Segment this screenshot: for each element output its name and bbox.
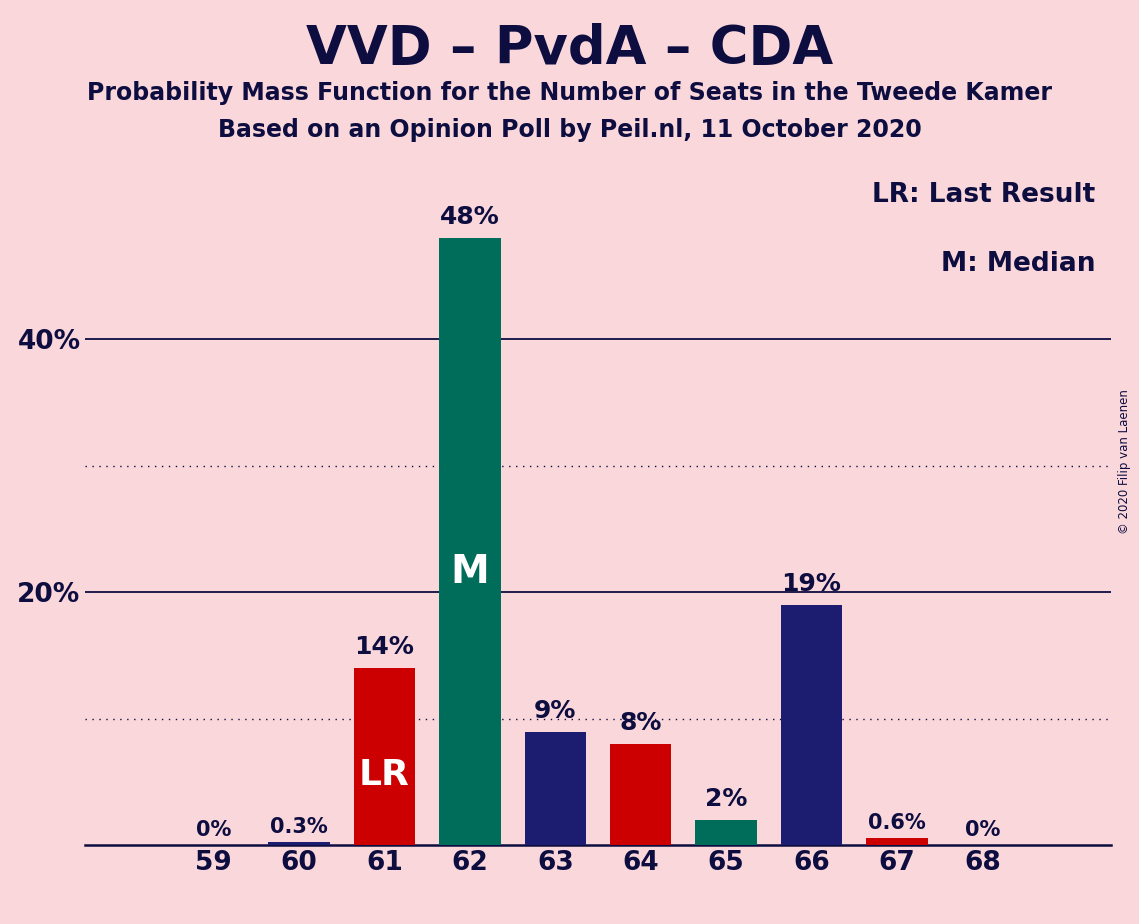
Text: Based on an Opinion Poll by Peil.nl, 11 October 2020: Based on an Opinion Poll by Peil.nl, 11 … [218,118,921,142]
Text: LR: Last Result: LR: Last Result [871,182,1096,208]
Text: 8%: 8% [620,711,662,736]
Text: VVD – PvdA – CDA: VVD – PvdA – CDA [306,23,833,75]
Bar [780,605,842,845]
Text: 48%: 48% [440,205,500,229]
Text: 0.3%: 0.3% [270,817,328,836]
Bar [866,838,927,845]
Text: LR: LR [359,758,410,792]
Bar [439,237,500,845]
Bar [353,668,415,845]
Text: © 2020 Filip van Laenen: © 2020 Filip van Laenen [1118,390,1131,534]
Text: 14%: 14% [354,636,415,660]
Bar [611,744,672,845]
Text: 9%: 9% [534,699,576,723]
Text: 0.6%: 0.6% [868,813,926,833]
Bar [525,732,585,845]
Text: 0%: 0% [965,821,1000,841]
Text: 2%: 2% [705,787,747,811]
Bar [269,842,330,845]
Bar [696,821,757,845]
Text: Probability Mass Function for the Number of Seats in the Tweede Kamer: Probability Mass Function for the Number… [87,81,1052,105]
Text: M: Median: M: Median [941,250,1096,276]
Text: 19%: 19% [781,572,842,596]
Text: M: M [450,553,490,591]
Text: 0%: 0% [196,821,231,841]
